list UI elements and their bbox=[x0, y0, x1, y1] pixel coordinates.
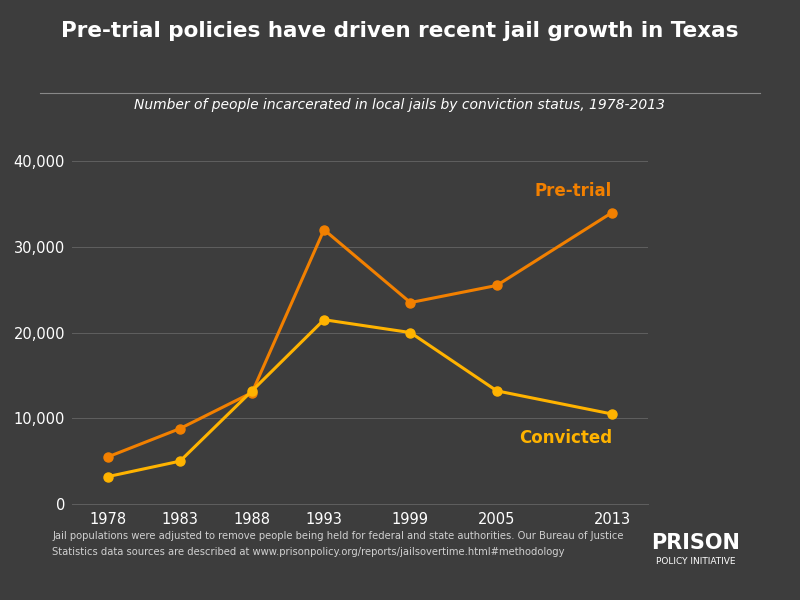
Text: Jail populations were adjusted to remove people being held for federal and state: Jail populations were adjusted to remove… bbox=[52, 531, 623, 541]
Text: Number of people incarcerated in local jails by conviction status, 1978-2013: Number of people incarcerated in local j… bbox=[134, 98, 666, 112]
Text: Pre-trial policies have driven recent jail growth in Texas: Pre-trial policies have driven recent ja… bbox=[62, 21, 738, 41]
Text: PRISON: PRISON bbox=[651, 533, 741, 553]
Text: POLICY INITIATIVE: POLICY INITIATIVE bbox=[656, 557, 736, 566]
Text: Pre-trial: Pre-trial bbox=[534, 182, 612, 200]
Text: Statistics data sources are described at www.prisonpolicy.org/reports/jailsovert: Statistics data sources are described at… bbox=[52, 547, 565, 557]
Text: Convicted: Convicted bbox=[519, 428, 612, 446]
